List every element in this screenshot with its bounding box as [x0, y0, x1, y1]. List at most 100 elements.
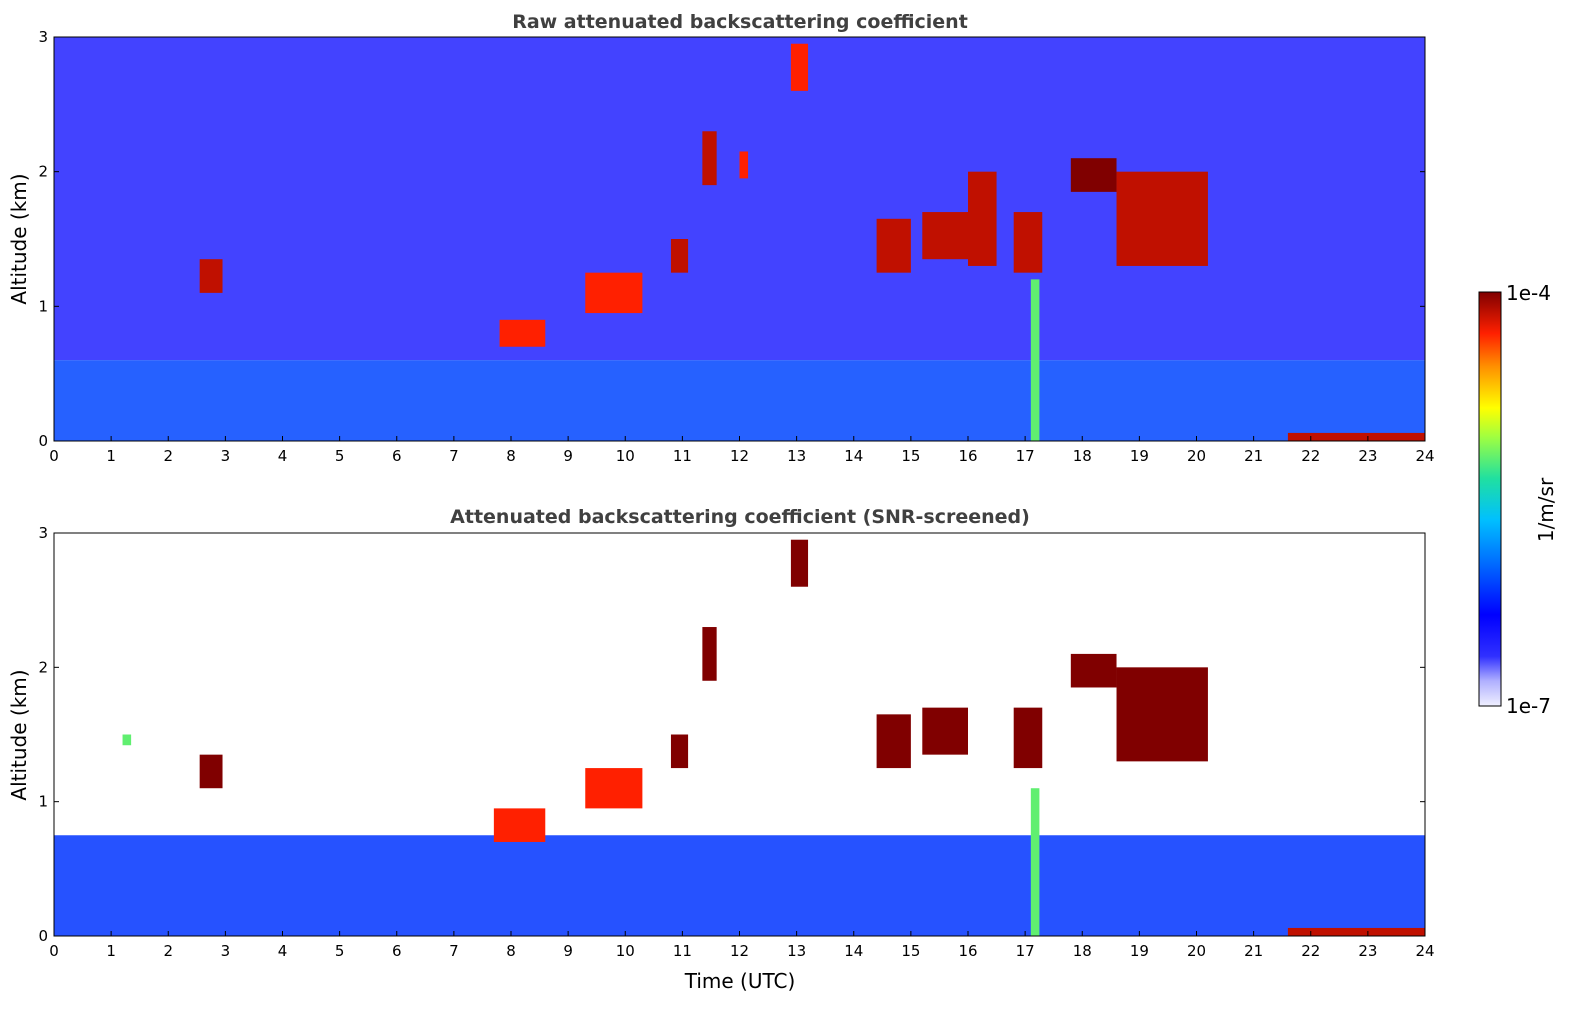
heatmap-layer-boundary-layer	[54, 360, 1425, 441]
x-tick-label: 22	[1301, 942, 1320, 960]
y-tick-label: 1	[38, 297, 48, 315]
y-tick-label: 0	[38, 927, 48, 945]
heatmap-feature	[1013, 707, 1043, 769]
heatmap-feature	[1287, 432, 1425, 441]
x-tick-label: 18	[1073, 447, 1092, 465]
colorbar: 1e-4 1e-7 1/m/sr	[1478, 281, 1558, 718]
y-tick-label: 1	[38, 793, 48, 811]
heatmap-feature	[790, 43, 809, 91]
x-tick-label: 17	[1016, 942, 1035, 960]
colorbar-min-label: 1e-7	[1506, 694, 1551, 718]
x-tick-label: 24	[1415, 447, 1434, 465]
x-tick-label: 0	[49, 942, 59, 960]
x-axis: 0 1 2 3 4 5 6 7 8 9 10 11 12 13 14 15 16 17 18 19 20 21 22 23 24	[49, 931, 1435, 960]
heatmap-feature	[585, 768, 643, 809]
x-tick-label: 12	[730, 447, 749, 465]
x-tick-label: 7	[449, 942, 459, 960]
x-tick-label: 6	[392, 942, 402, 960]
heatmap-feature	[585, 272, 643, 314]
heatmap-layer	[54, 539, 1425, 936]
x-tick-label: 16	[958, 447, 977, 465]
y-tick-label: 3	[38, 28, 48, 46]
heatmap-feature	[1070, 158, 1117, 192]
heatmap-feature	[199, 754, 223, 789]
x-tick-label: 8	[506, 447, 516, 465]
x-axis: 0 1 2 3 4 5 6 7 8 9 10 11 12 13 14 15 16 17 18 19 20 21 22 23 24	[49, 436, 1435, 465]
x-tick-label: 12	[730, 942, 749, 960]
x-axis-label: Time (UTC)	[684, 969, 796, 993]
x-tick-label: 24	[1415, 942, 1434, 960]
x-tick-label: 4	[278, 942, 288, 960]
colorbar-unit-label: 1/m/sr	[1534, 477, 1558, 542]
heatmap-feature	[499, 319, 546, 347]
x-tick-label: 13	[787, 447, 806, 465]
snr-screened-panel: Attenuated backscattering coefficient (S…	[7, 506, 1435, 993]
heatmap-feature	[968, 171, 997, 266]
x-tick-label: 21	[1244, 942, 1263, 960]
x-tick-label: 7	[449, 447, 459, 465]
x-tick-label: 11	[673, 942, 692, 960]
y-axis-label: Altitude (km)	[7, 173, 31, 304]
heatmap-layer	[54, 37, 1425, 441]
x-tick-label: 3	[221, 942, 231, 960]
heatmap-feature	[876, 218, 911, 273]
x-tick-label: 16	[958, 942, 977, 960]
heatmap-feature	[1013, 212, 1043, 273]
x-tick-label: 18	[1073, 942, 1092, 960]
heatmap-feature	[493, 808, 546, 842]
x-tick-label: 2	[163, 447, 173, 465]
y-tick-label: 2	[38, 163, 48, 181]
x-tick-label: 1	[106, 447, 116, 465]
heatmap-feature	[1287, 927, 1425, 936]
x-tick-label: 11	[673, 447, 692, 465]
x-tick-label: 20	[1187, 447, 1206, 465]
heatmap-feature	[1116, 171, 1208, 266]
x-tick-label: 5	[335, 447, 345, 465]
x-tick-label: 9	[563, 942, 573, 960]
heatmap-feature	[1030, 279, 1040, 441]
heatmap-feature	[702, 627, 717, 681]
heatmap-layer-noise-upper	[54, 37, 1425, 361]
chart-title: Attenuated backscattering coefficient (S…	[450, 506, 1030, 528]
x-tick-label: 8	[506, 942, 516, 960]
heatmap-feature	[739, 151, 749, 179]
chart-title: Raw attenuated backscattering coefficien…	[512, 11, 968, 33]
heatmap-feature	[670, 734, 689, 769]
colorbar-max-label: 1e-4	[1506, 281, 1551, 305]
raw-backscatter-panel: Raw attenuated backscattering coefficien…	[7, 11, 1435, 465]
x-tick-label: 20	[1187, 942, 1206, 960]
heatmap-feature	[876, 714, 911, 769]
x-tick-label: 15	[901, 447, 920, 465]
x-tick-label: 15	[901, 942, 920, 960]
x-tick-label: 23	[1358, 942, 1377, 960]
x-tick-label: 2	[163, 942, 173, 960]
y-axis-label: Altitude (km)	[7, 669, 31, 800]
x-tick-label: 22	[1301, 447, 1320, 465]
x-tick-label: 6	[392, 447, 402, 465]
x-tick-label: 10	[616, 942, 635, 960]
x-tick-label: 23	[1358, 447, 1377, 465]
x-tick-label: 14	[844, 447, 863, 465]
y-axis: 0 1 2 3	[38, 28, 1425, 450]
x-tick-label: 4	[278, 447, 288, 465]
x-tick-label: 21	[1244, 447, 1263, 465]
heatmap-feature	[1116, 667, 1208, 762]
x-tick-label: 10	[616, 447, 635, 465]
x-tick-label: 14	[844, 942, 863, 960]
y-tick-label: 0	[38, 432, 48, 450]
colorbar-gradient	[1478, 291, 1502, 707]
x-tick-label: 0	[49, 447, 59, 465]
x-tick-label: 19	[1130, 942, 1149, 960]
x-tick-label: 3	[221, 447, 231, 465]
heatmap-feature	[790, 539, 809, 587]
heatmap-layer-boundary-layer	[54, 835, 1425, 936]
x-tick-label: 5	[335, 942, 345, 960]
heatmap-feature	[1070, 653, 1117, 688]
heatmap-feature	[199, 259, 223, 293]
heatmap-feature	[670, 239, 689, 273]
y-tick-label: 2	[38, 658, 48, 676]
x-tick-label: 13	[787, 942, 806, 960]
y-tick-label: 3	[38, 524, 48, 542]
x-tick-label: 1	[106, 942, 116, 960]
